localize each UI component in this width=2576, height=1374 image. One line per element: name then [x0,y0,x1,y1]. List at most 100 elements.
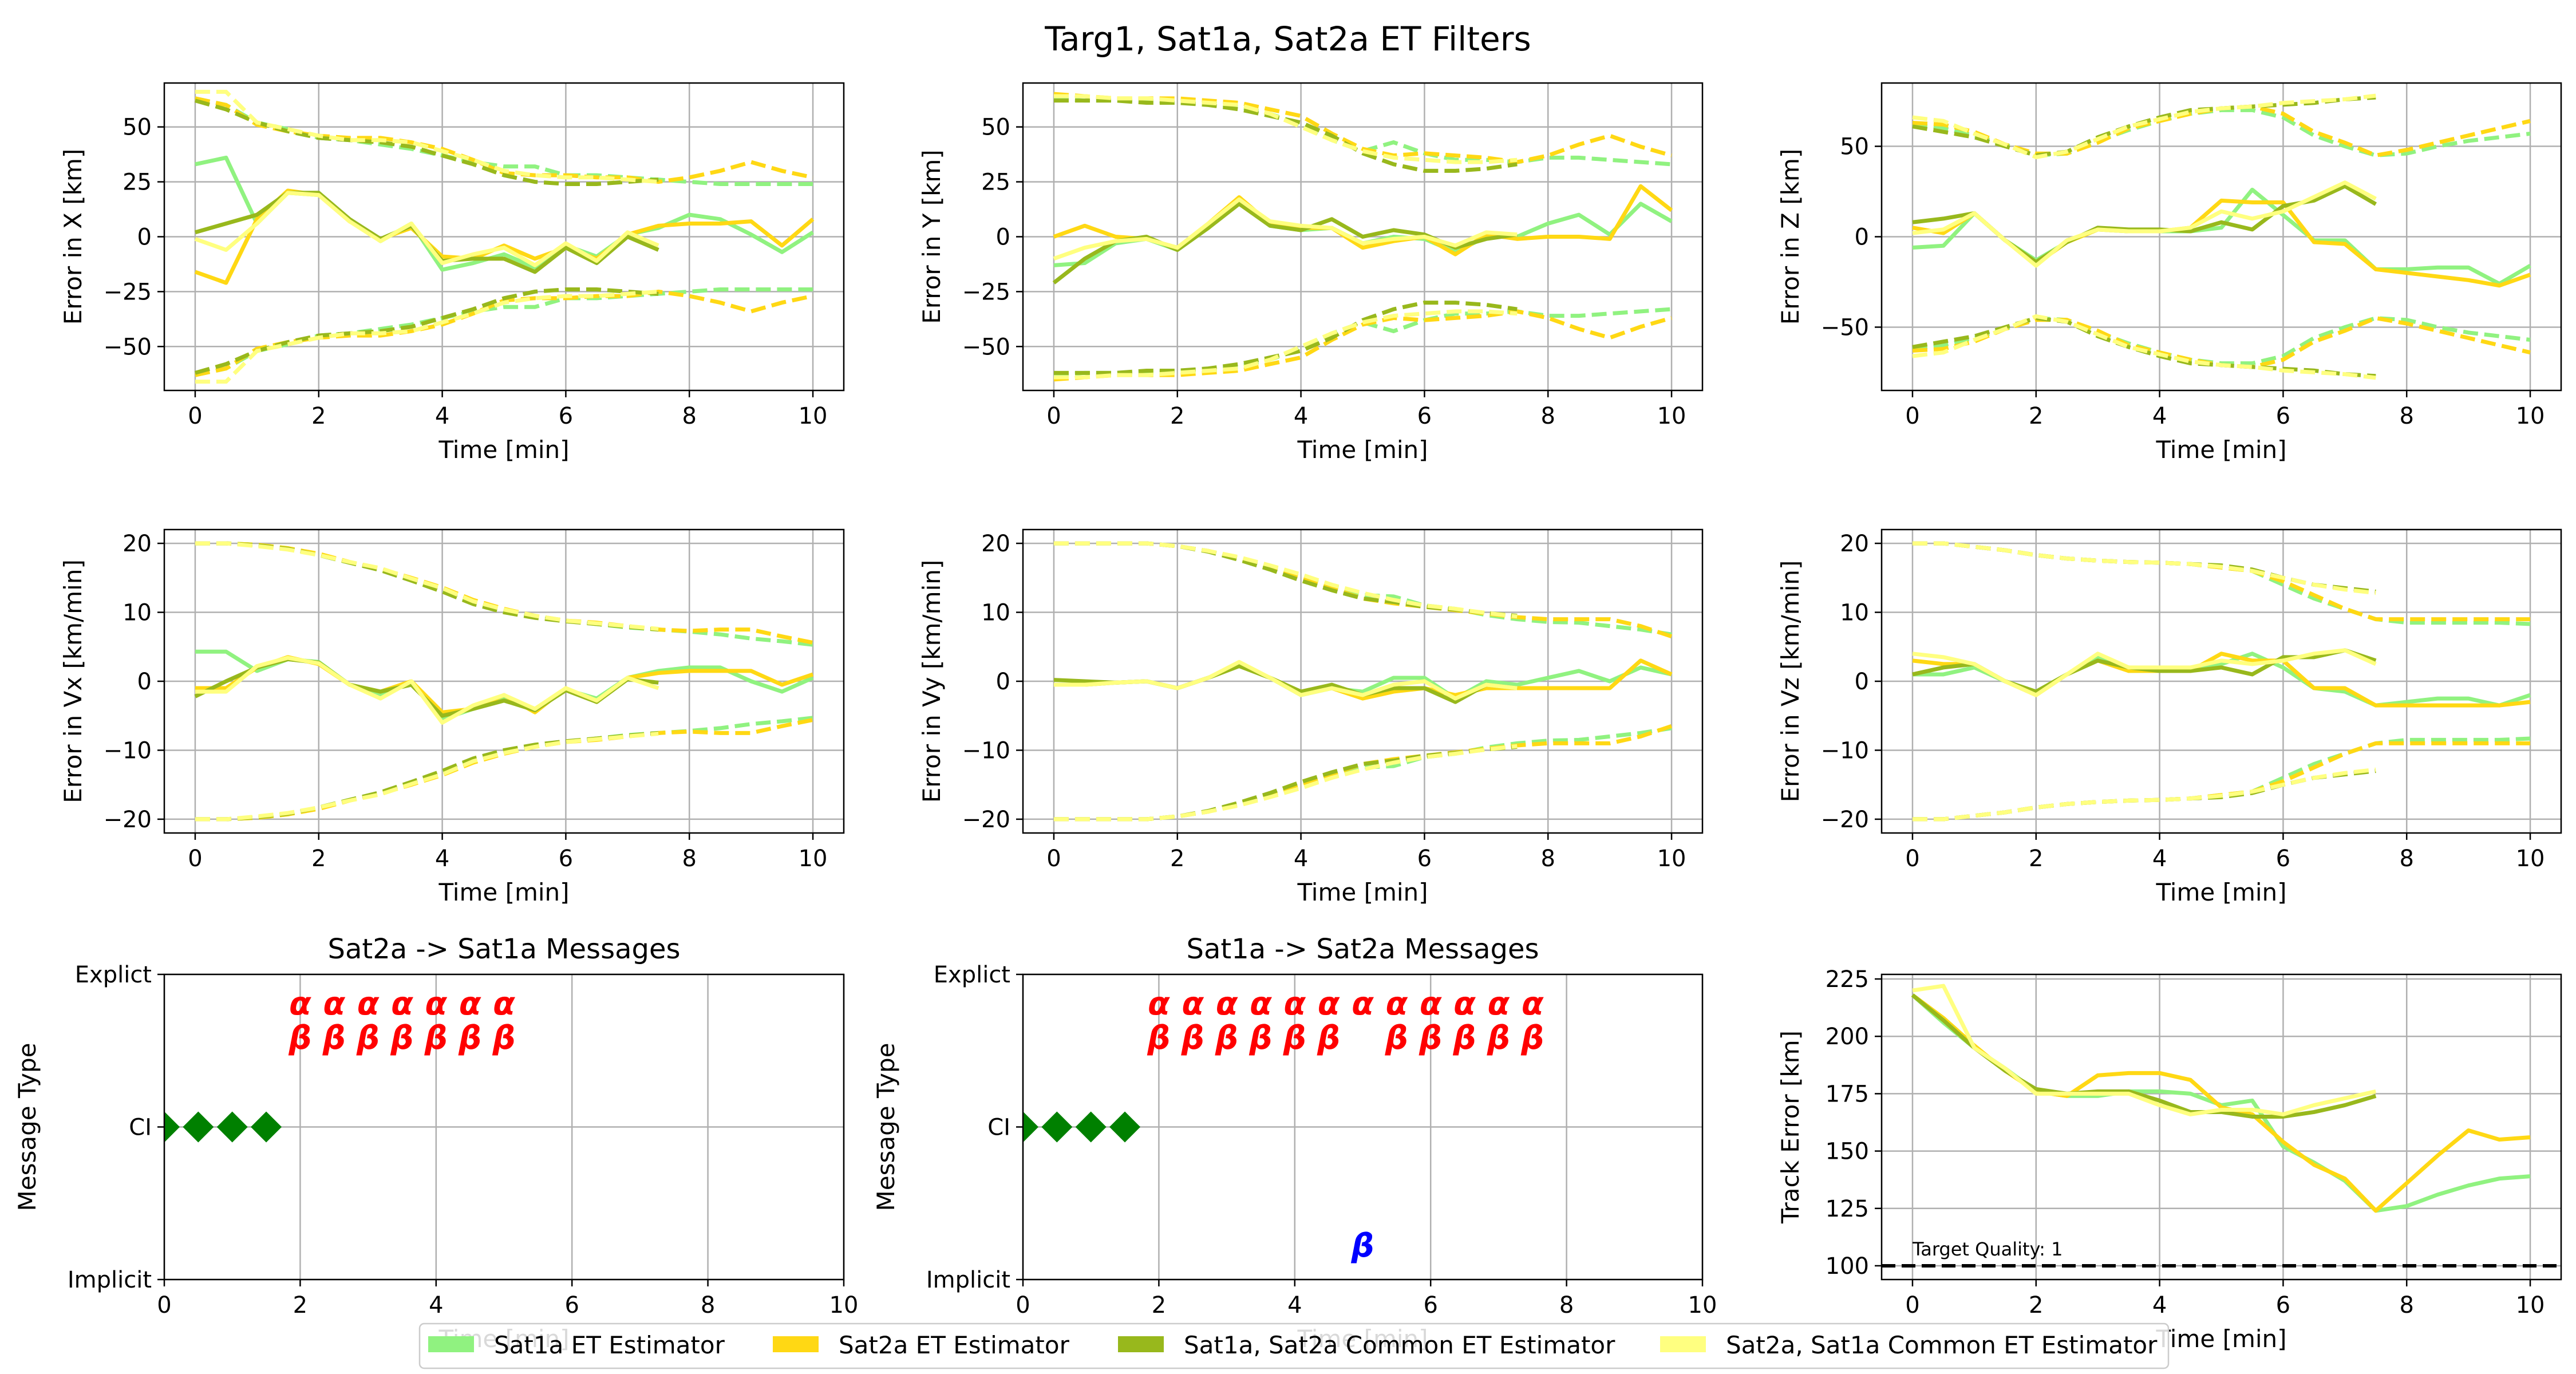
beta-marker: β [1181,1020,1204,1057]
grid [1882,83,2561,390]
x-tick-label: 10 [2516,1292,2545,1318]
y-tick-label: 125 [1826,1196,1869,1222]
legend: Sat1a ET Estimator Sat2a ET Estimator Sat1… [418,1322,2170,1369]
alpha-marker: α [1250,985,1272,1022]
subplot-err-vx: 0 2 4 6 8 10 −20 −10 0 10 20 Time [min] Error in Vx … [59,528,845,906]
x-tick-label: 10 [799,403,828,429]
plot-area [1882,984,2561,1268]
legend-label: Sat2a, Sat1a Common ET Estimator [1726,1331,2158,1359]
series-bound-upper-common12 [194,98,659,186]
x-tick-label: 4 [1287,1292,1302,1318]
axes: 0 2 4 6 8 10 −50 −25 0 25 50 Time [min] Error in X [… [59,114,827,464]
x-tick-label: 4 [2152,403,2167,429]
beta-marker: β [1385,1020,1408,1057]
alpha-marker: α [391,985,413,1022]
x-tick-label: 8 [1559,1292,1574,1318]
ci-marker [1041,1111,1073,1143]
ci-marker [1023,1111,1038,1143]
series-line-sat2a [1911,993,2531,1213]
x-tick-label: 10 [829,1292,859,1318]
grid [164,530,844,833]
y-axis-label: Message Type [872,1043,900,1211]
y-tick-label: 225 [1826,966,1869,993]
series-bound-upper-sat2a [195,541,813,645]
y-tick-label: 0 [137,669,152,695]
series-bound-lower-common21 [195,732,659,822]
series-bound-upper-sat1a [1912,108,2531,157]
legend-frame [418,1322,2170,1369]
x-tick-label: 2 [293,1292,307,1318]
x-tick-label: 6 [559,403,573,429]
grid [164,83,844,390]
alpha-marker: α [1420,985,1442,1022]
axes: 0 2 4 6 8 10 −20 −10 0 10 20 Time [min] Error in Vx … [59,531,827,906]
y-tick-label: 50 [123,114,152,141]
x-tick-label: 10 [2516,846,2545,872]
alpha-marker: α [1216,985,1238,1022]
alpha-marker: α [425,985,448,1022]
x-tick-label: 6 [559,846,573,872]
axes-frame [1880,973,2562,1281]
y-tick-label: −20 [962,807,1010,833]
y-tick-label: −20 [1821,807,1869,833]
axes: 0 2 4 6 8 10 −50 −25 0 25 50 Time [min] Error in Y [… [918,114,1686,464]
y-axis-label: Message Type [13,1043,41,1211]
x-tick-label: 8 [682,403,697,429]
y-tick-label: 50 [1840,134,1869,160]
subplot-title: Sat1a -> Sat2a Messages [1186,933,1539,965]
y-tick-label: 175 [1826,1081,1869,1107]
x-tick-label: 6 [1417,846,1432,872]
x-tick-label: 6 [1417,403,1432,429]
series-bound-lower-common21 [1912,767,2376,822]
x-tick-label: 0 [1905,846,1919,872]
alpha-marker: α [1318,985,1340,1022]
axes-frame [1022,82,1704,392]
alpha-marker: α [493,985,515,1022]
series-line-sat1a [1911,993,2531,1213]
x-tick-label: 8 [1541,403,1555,429]
alpha-marker: α [1284,985,1306,1022]
series-bound-upper-common21 [1912,541,2376,595]
ci-marker [164,1111,180,1143]
alpha-marker: α [1522,985,1544,1022]
beta-implicit-marker: β [1350,1227,1374,1265]
beta-marker: β [1487,1020,1510,1057]
x-tick-label: 10 [1657,846,1686,872]
x-axis-label: Time [min] [2155,436,2286,464]
beta-marker: β [390,1020,413,1057]
x-tick-label: 8 [682,846,697,872]
x-tick-label: 2 [311,846,326,872]
legend-item: Sat1a, Sat2a Common ET Estimator [1118,1331,1615,1359]
y-axis-label: Error in Z [km] [1776,149,1804,325]
y-tick-label: 20 [123,531,152,557]
series-bound-upper-common12 [1053,541,1518,618]
alpha-marker: α [459,985,481,1022]
alpha-marker: α [1386,985,1408,1022]
y-tick-label: 20 [981,531,1010,557]
legend-item: Sat2a, Sat1a Common ET Estimator [1660,1331,2158,1359]
y-tick-label: −50 [1821,314,1869,341]
series-bound-lower-sat2a [1912,741,2531,822]
y-axis-label: Error in X [km] [59,149,87,325]
series-line-common21 [1912,648,2377,697]
y-axis-label: Track Error [km] [1776,1030,1804,1224]
x-tick-label: 4 [1294,846,1308,872]
beta-marker: β [1147,1020,1170,1057]
x-tick-label: 10 [799,846,828,872]
x-tick-label: 8 [2400,403,2414,429]
alpha-marker: α [1488,985,1510,1022]
x-tick-label: 2 [311,403,326,429]
y-tick-label: 0 [137,224,152,251]
alpha-marker: α [289,985,311,1022]
alpha-marker: α [323,985,346,1022]
x-axis-label: Time [min] [438,436,569,464]
ci-marker [216,1111,248,1143]
legend-swatch [773,1336,819,1352]
y-tick-label: 10 [981,600,1010,626]
legend-swatch [428,1336,474,1352]
y-axis-label: Error in Vx [km/min] [59,559,87,803]
subplot-err-z: 0 2 4 6 8 10 −50 0 50 Time [min] Error in Z [km] [1776,82,2562,464]
x-tick-label: 10 [1657,403,1686,429]
series-bound-upper-common21 [1053,541,1518,619]
x-tick-label: 8 [701,1292,715,1318]
